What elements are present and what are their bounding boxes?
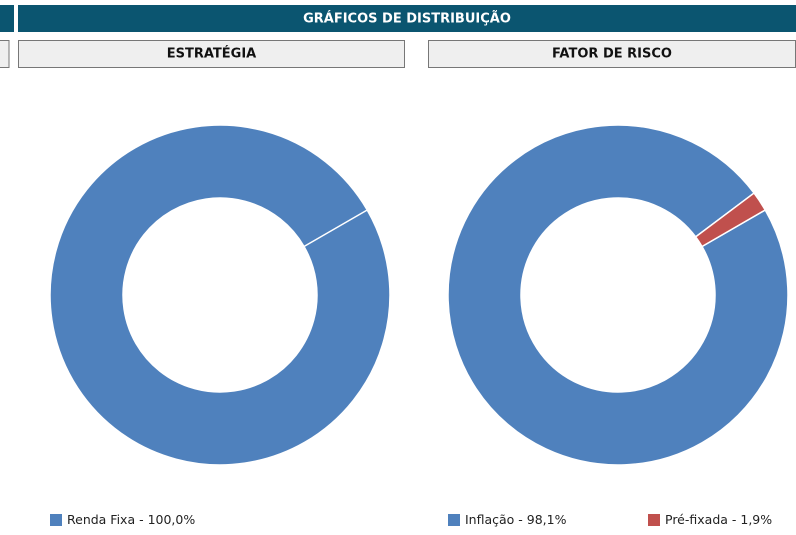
chart-title: ESTRATÉGIA bbox=[167, 46, 257, 62]
legend-label: Renda Fixa - 100,0% bbox=[67, 512, 195, 527]
legend-swatch bbox=[648, 514, 660, 526]
subheader-edge bbox=[0, 40, 10, 68]
chart-title: FATOR DE RISCO bbox=[552, 47, 672, 62]
subheader-box bbox=[428, 40, 796, 68]
subheader-box bbox=[18, 40, 405, 68]
header-edge bbox=[0, 5, 14, 32]
legend-swatch bbox=[448, 514, 460, 526]
header-title: GRÁFICOS DE DISTRIBUIÇÃO bbox=[303, 11, 511, 27]
header-bar bbox=[18, 5, 796, 32]
legend-label: Pré-fixada - 1,9% bbox=[665, 512, 772, 527]
legend-label: Inflação - 98,1% bbox=[465, 512, 567, 527]
donut-slice bbox=[447, 124, 789, 466]
legend-swatch bbox=[50, 514, 62, 526]
donut-slice bbox=[49, 124, 391, 466]
donut-slice bbox=[694, 192, 767, 248]
